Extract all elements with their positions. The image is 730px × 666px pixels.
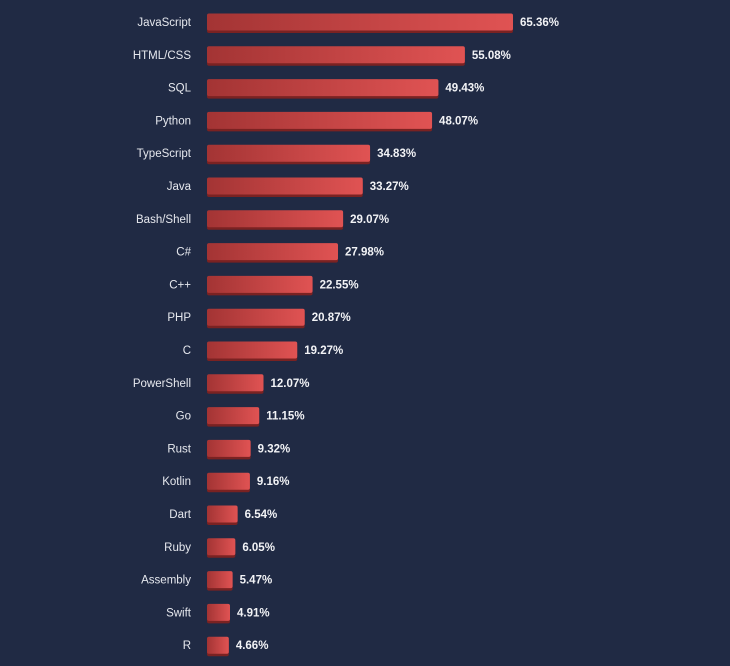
- value-label: 9.16%: [257, 476, 290, 488]
- bar: [207, 472, 250, 490]
- category-label: Rust: [167, 443, 191, 455]
- category-label: Java: [167, 181, 192, 193]
- value-label: 20.87%: [312, 312, 351, 324]
- bar: [207, 341, 298, 359]
- category-label: Go: [176, 411, 191, 423]
- category-label: Python: [155, 115, 191, 127]
- category-label: Assembly: [141, 575, 191, 587]
- value-label: 29.07%: [350, 214, 389, 226]
- bar: [207, 439, 251, 457]
- bar-row: Rust 9.32%: [167, 439, 291, 460]
- bar-row: Java 33.27%: [167, 177, 409, 197]
- bar-row: TypeScript 34.83%: [137, 144, 416, 165]
- value-label: 33.27%: [370, 181, 409, 193]
- category-label: Swift: [166, 607, 192, 619]
- value-label: 55.08%: [472, 50, 511, 62]
- bar-row: Kotlin 9.16%: [162, 472, 290, 493]
- bar: [207, 177, 363, 195]
- category-label: PowerShell: [133, 378, 191, 390]
- bar: [207, 538, 236, 556]
- bar-row: JavaScript 65.36%: [137, 13, 559, 33]
- bar: [207, 111, 433, 129]
- bar: [207, 243, 338, 261]
- value-label: 48.07%: [439, 115, 478, 127]
- bar-row: PHP 20.87%: [167, 308, 351, 329]
- value-label: 19.27%: [304, 345, 343, 357]
- value-label: 6.54%: [245, 509, 278, 521]
- category-label: Kotlin: [162, 476, 191, 488]
- bar: [207, 144, 371, 162]
- bar-row: HTML/CSS 55.08%: [133, 46, 511, 66]
- bar: [207, 210, 344, 228]
- category-label: Dart: [169, 509, 192, 521]
- bar: [207, 46, 465, 64]
- bar-row: SQL 49.43%: [168, 79, 484, 99]
- bar: [207, 79, 439, 97]
- bar-row: R 4.66%: [183, 636, 269, 657]
- bar: [207, 603, 230, 621]
- category-label: JavaScript: [137, 17, 191, 29]
- category-label: C++: [169, 279, 191, 291]
- bar: [207, 505, 238, 523]
- value-label: 27.98%: [345, 247, 384, 259]
- value-label: 6.05%: [242, 542, 275, 554]
- bar: [207, 636, 229, 654]
- value-label: 12.07%: [271, 378, 310, 390]
- bar-row: Swift 4.91%: [166, 603, 270, 624]
- category-label: Ruby: [164, 542, 191, 554]
- category-label: C#: [176, 247, 191, 259]
- category-label: HTML/CSS: [133, 50, 191, 62]
- value-label: 65.36%: [520, 17, 559, 29]
- category-label: SQL: [168, 83, 192, 95]
- bar-row: Dart 6.54%: [169, 505, 278, 525]
- bar: [207, 13, 513, 31]
- value-label: 4.91%: [237, 607, 270, 619]
- bar-row: Python 48.07%: [155, 111, 478, 132]
- value-label: 49.43%: [445, 83, 484, 95]
- category-label: C: [183, 345, 191, 357]
- value-label: 11.15%: [266, 411, 304, 423]
- bar-row: Assembly 5.47%: [141, 571, 272, 591]
- value-label: 9.32%: [258, 443, 291, 455]
- bar: [207, 374, 264, 392]
- bar: [207, 308, 305, 326]
- value-label: 5.47%: [240, 575, 273, 587]
- value-label: 34.83%: [377, 148, 416, 160]
- bar-row: PowerShell 12.07%: [133, 374, 310, 394]
- bar-row: Bash/Shell 29.07%: [136, 210, 389, 230]
- bar-row: Ruby 6.05%: [164, 538, 275, 558]
- bar-row: C 19.27%: [183, 341, 343, 361]
- bar-row: C++ 22.55%: [169, 275, 359, 296]
- bar-row: C# 27.98%: [176, 243, 384, 263]
- value-label: 4.66%: [236, 640, 269, 652]
- category-label: PHP: [167, 312, 191, 324]
- bars-group: JavaScript 65.36% HTML/CSS 55.08% SQL 49.43% P…: [133, 13, 559, 657]
- bar: [207, 407, 260, 425]
- bar: [207, 275, 313, 293]
- category-label: Bash/Shell: [136, 214, 191, 226]
- category-label: TypeScript: [137, 148, 192, 160]
- category-label: R: [183, 640, 191, 652]
- value-label: 22.55%: [320, 279, 359, 291]
- bar-row: Go 11.15%: [176, 407, 305, 427]
- bar: [207, 571, 233, 589]
